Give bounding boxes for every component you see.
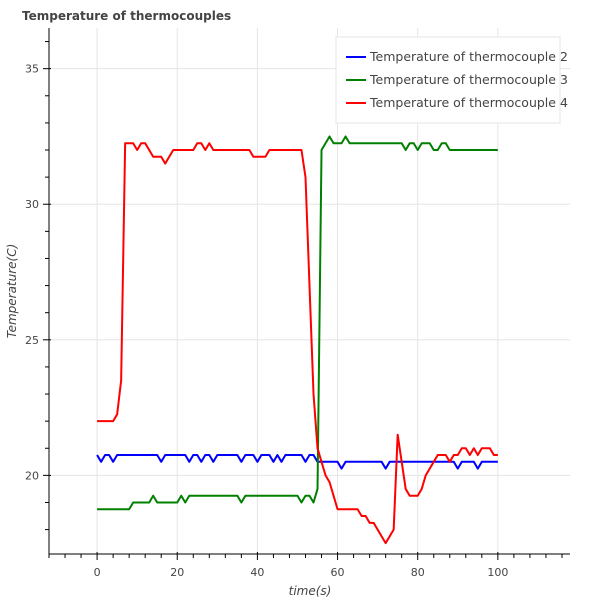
legend-box xyxy=(335,36,561,124)
legend-label: Temperature of thermocouple 4 xyxy=(369,95,568,110)
series-line-thermocouple-3 xyxy=(97,135,498,511)
x-tick-label: 80 xyxy=(411,566,425,579)
x-tick-label: 100 xyxy=(487,566,508,579)
x-tick-label: 0 xyxy=(94,566,101,579)
series-lines xyxy=(96,135,498,545)
legend: Temperature of thermocouple 2 Temperature… xyxy=(335,36,568,124)
x-tick-label: 20 xyxy=(170,566,184,579)
x-axis-label: time(s) xyxy=(289,584,332,598)
y-tick-label: 25 xyxy=(25,334,39,347)
axes: 0 20 40 60 80 100 20 25 30 35 xyxy=(25,28,570,579)
legend-label: Temperature of thermocouple 2 xyxy=(369,49,568,64)
y-axis-label: Temperature(C) xyxy=(5,244,19,339)
y-tick-label: 30 xyxy=(25,198,39,211)
y-tick-label: 20 xyxy=(25,469,39,482)
y-tick-label: 35 xyxy=(25,63,39,76)
x-tick-label: 40 xyxy=(250,566,264,579)
series-line-thermocouple-4 xyxy=(97,142,498,545)
x-tick-label: 60 xyxy=(331,566,345,579)
series-line-thermocouple-2 xyxy=(96,454,498,470)
legend-label: Temperature of thermocouple 3 xyxy=(369,72,568,87)
chart-title: Temperature of thermocouples xyxy=(22,9,231,23)
